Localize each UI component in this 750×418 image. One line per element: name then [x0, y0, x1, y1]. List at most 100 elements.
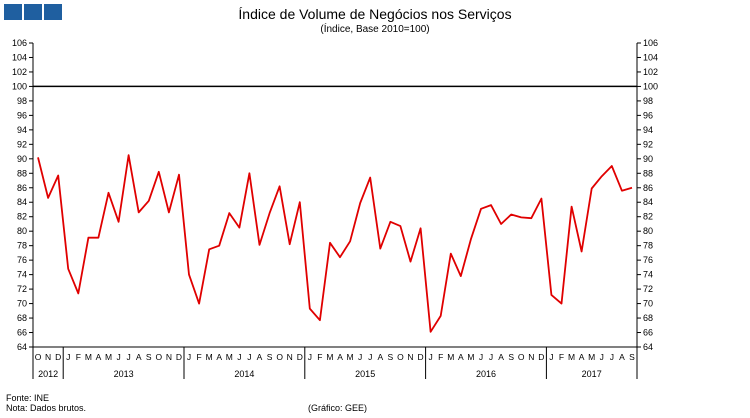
x-tick-label-month: J [600, 352, 604, 362]
x-tick-label-month: S [508, 352, 514, 362]
y-tick-label-right: 98 [643, 96, 653, 106]
x-tick-label-month: A [377, 352, 383, 362]
chart-credit: (Gráfico: GEE) [308, 403, 368, 413]
x-tick-label-month: M [226, 352, 233, 362]
x-tick-label-month: A [579, 352, 585, 362]
chart-title: Índice de Volume de Negócios nos Serviço… [238, 6, 512, 22]
x-tick-label-month: O [518, 352, 525, 362]
x-tick-label-month: J [368, 352, 372, 362]
x-tick-label-month: J [489, 352, 493, 362]
x-tick-label-month: J [237, 352, 241, 362]
y-tick-label-right: 78 [643, 241, 653, 251]
y-tick-label-left: 104 [12, 52, 27, 62]
y-tick-label-left: 86 [17, 183, 27, 193]
x-tick-label-year: 2014 [234, 369, 254, 379]
y-tick-label-left: 78 [17, 241, 27, 251]
x-tick-label-month: D [417, 352, 423, 362]
x-tick-label-month: S [388, 352, 394, 362]
x-tick-label-year: 2012 [38, 369, 58, 379]
y-tick-label-left: 88 [17, 168, 27, 178]
logo-block [44, 4, 62, 20]
y-tick-label-right: 102 [643, 67, 658, 77]
x-tick-label-month: F [196, 352, 201, 362]
x-tick-label-month: O [35, 352, 42, 362]
x-tick-label-month: N [45, 352, 51, 362]
x-tick-label-month: F [317, 352, 322, 362]
y-tick-label-left: 82 [17, 212, 27, 222]
y-tick-label-left: 70 [17, 299, 27, 309]
source-note: Fonte: INE [6, 393, 50, 403]
y-tick-label-right: 106 [643, 38, 658, 48]
x-tick-label-month: O [397, 352, 404, 362]
x-tick-label-year: 2016 [476, 369, 496, 379]
x-tick-label-month: M [568, 352, 575, 362]
y-tick-label-right: 88 [643, 168, 653, 178]
chart-subtitle: (Índice, Base 2010=100) [320, 24, 430, 35]
x-tick-label-month: J [429, 352, 433, 362]
y-tick-label-right: 76 [643, 255, 653, 265]
y-tick-label-right: 72 [643, 284, 653, 294]
x-tick-label-month: D [176, 352, 182, 362]
y-tick-label-left: 106 [12, 38, 27, 48]
y-tick-label-left: 76 [17, 255, 27, 265]
data-note: Nota: Dados brutos. [6, 403, 87, 413]
x-tick-label-month: M [105, 352, 112, 362]
x-tick-label-month: J [66, 352, 70, 362]
x-tick-label-month: F [559, 352, 564, 362]
x-tick-label-month: F [76, 352, 81, 362]
x-tick-label-month: J [549, 352, 553, 362]
y-tick-label-left: 94 [17, 125, 27, 135]
x-tick-label-month: S [629, 352, 635, 362]
x-tick-label-month: S [146, 352, 152, 362]
y-tick-label-left: 74 [17, 270, 27, 280]
x-tick-label-month: N [407, 352, 413, 362]
y-tick-label-right: 92 [643, 139, 653, 149]
x-tick-label-month: J [127, 352, 131, 362]
y-tick-label-right: 64 [643, 342, 653, 352]
x-tick-label-month: J [358, 352, 362, 362]
y-tick-label-right: 82 [643, 212, 653, 222]
x-tick-label-year: 2017 [582, 369, 602, 379]
x-tick-label-month: N [287, 352, 293, 362]
y-tick-label-right: 96 [643, 110, 653, 120]
y-tick-label-left: 66 [17, 328, 27, 338]
x-tick-label-month: A [619, 352, 625, 362]
x-tick-label-month: D [55, 352, 61, 362]
y-tick-label-left: 102 [12, 67, 27, 77]
y-tick-label-left: 72 [17, 284, 27, 294]
y-tick-label-left: 80 [17, 226, 27, 236]
x-tick-label-month: J [308, 352, 312, 362]
x-tick-label-month: J [116, 352, 120, 362]
y-tick-label-left: 98 [17, 96, 27, 106]
x-tick-label-month: A [337, 352, 343, 362]
x-tick-label-month: M [206, 352, 213, 362]
x-tick-label-year: 2015 [355, 369, 375, 379]
logo-block [4, 4, 22, 20]
x-tick-label-month: A [216, 352, 222, 362]
y-tick-label-right: 84 [643, 197, 653, 207]
x-tick-label-month: D [297, 352, 303, 362]
y-tick-label-right: 100 [643, 81, 658, 91]
x-tick-label-month: J [247, 352, 251, 362]
y-tick-label-right: 80 [643, 226, 653, 236]
y-tick-label-right: 90 [643, 154, 653, 164]
y-tick-label-left: 96 [17, 110, 27, 120]
logo-block [24, 4, 42, 20]
y-tick-label-left: 64 [17, 342, 27, 352]
x-tick-label-month: N [528, 352, 534, 362]
x-tick-label-month: A [458, 352, 464, 362]
x-tick-label-month: A [257, 352, 263, 362]
x-tick-label-month: S [267, 352, 273, 362]
x-tick-label-year: 2013 [114, 369, 134, 379]
y-tick-label-right: 94 [643, 125, 653, 135]
y-tick-label-left: 68 [17, 313, 27, 323]
x-tick-label-month: J [610, 352, 614, 362]
x-tick-label-month: M [467, 352, 474, 362]
logo [4, 4, 62, 20]
x-tick-label-month: A [498, 352, 504, 362]
x-tick-label-month: M [85, 352, 92, 362]
y-tick-label-right: 66 [643, 328, 653, 338]
x-tick-label-month: M [447, 352, 454, 362]
x-tick-label-month: F [438, 352, 443, 362]
